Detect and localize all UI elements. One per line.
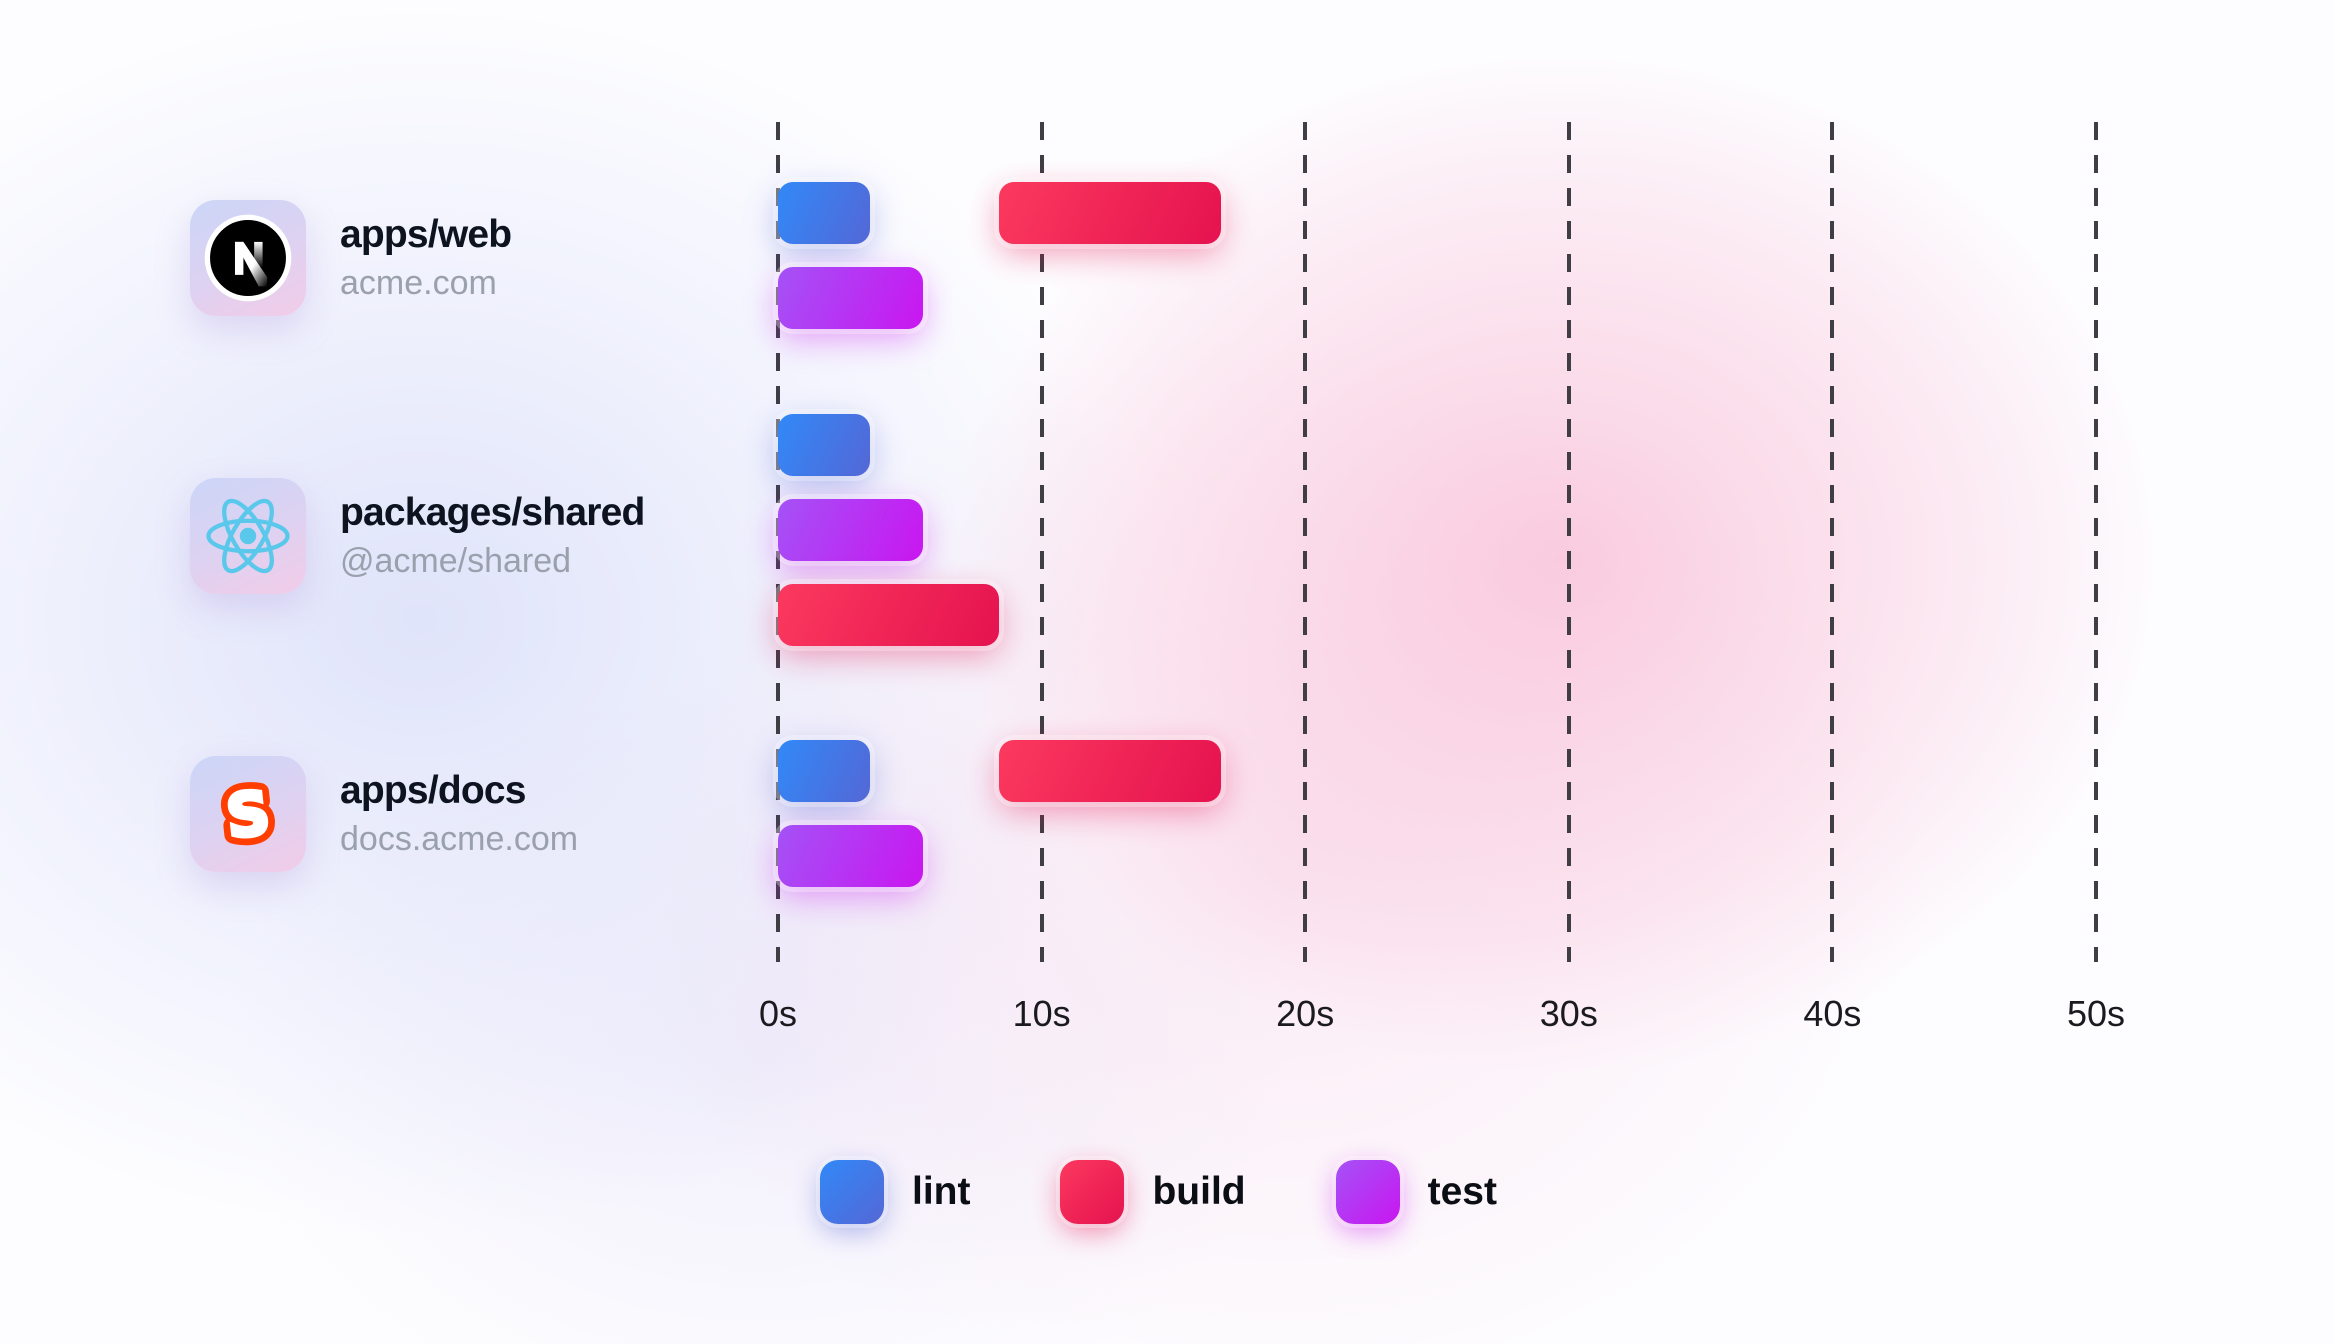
axis-tick-label: 40s — [1803, 993, 1862, 1034]
package-subtitle: acme.com — [340, 264, 497, 302]
build-task-bar — [999, 740, 1221, 802]
package-subtitle: @acme/shared — [340, 542, 572, 580]
gridline — [1830, 122, 1835, 962]
build-task-bar — [778, 584, 1000, 646]
lint-task-bar — [778, 414, 871, 476]
legend-item-build: build — [1060, 1160, 1246, 1224]
test-task-bar — [778, 825, 923, 887]
package-label: apps/docs docs.acme.com — [340, 769, 578, 859]
legend-item-test: test — [1335, 1160, 1497, 1224]
package-name: apps/docs — [340, 769, 526, 812]
package-icon-card — [190, 478, 306, 594]
package-name: packages/shared — [340, 491, 645, 534]
axis-tick-label: 50s — [2066, 993, 2126, 1034]
gridline — [1303, 122, 1308, 962]
axis-tick-label: 0s — [758, 993, 798, 1034]
package-label: apps/web acme.com — [340, 213, 512, 303]
package-subtitle: docs.acme.com — [340, 820, 579, 858]
axis-tick-label: 30s — [1539, 993, 1598, 1034]
gridline — [2094, 122, 2098, 962]
build-task-bar — [999, 182, 1221, 244]
test-task-bar — [778, 499, 923, 561]
legend: lint build test — [820, 1160, 1497, 1224]
svelte-icon: S S — [203, 769, 293, 859]
gridline — [1039, 122, 1044, 962]
react-icon — [203, 495, 293, 577]
package-icon-card: S S — [190, 756, 306, 872]
build-swatch — [1060, 1160, 1125, 1224]
test-swatch — [1335, 1160, 1400, 1224]
axis-tick-label: 10s — [1012, 993, 1071, 1034]
package-name: apps/web — [340, 213, 512, 256]
package-label: packages/shared @acme/shared — [340, 491, 645, 581]
package-icon-card — [190, 200, 306, 316]
legend-label: test — [1427, 1170, 1497, 1213]
legend-label: build — [1152, 1170, 1246, 1213]
legend-item-lint: lint — [820, 1160, 970, 1224]
lint-swatch — [820, 1160, 884, 1224]
lint-task-bar — [778, 740, 871, 802]
legend-label: lint — [912, 1170, 971, 1213]
gridline — [1566, 122, 1571, 962]
test-task-bar — [778, 267, 923, 329]
axis-tick-label: 20s — [1276, 993, 1335, 1034]
lint-task-bar — [778, 182, 871, 244]
nextjs-icon — [202, 212, 294, 304]
svg-text:S: S — [223, 779, 273, 852]
